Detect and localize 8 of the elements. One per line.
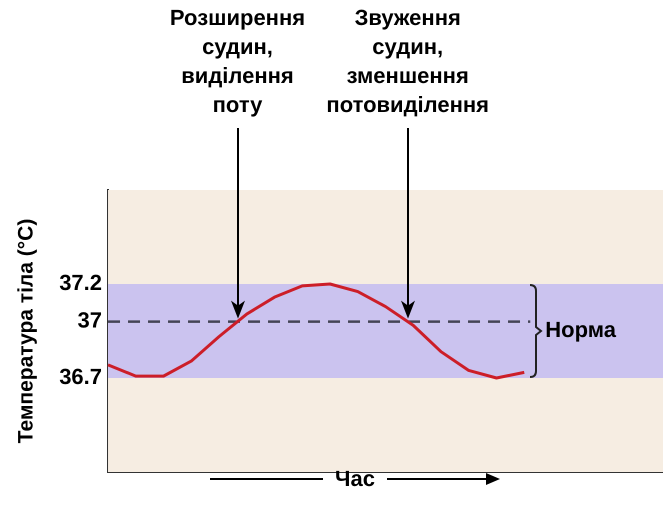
text: Звуження судин, зменшення потовиділення [326, 5, 489, 118]
band-label: Норма [545, 317, 617, 342]
y-tick-label: 36.7 [59, 364, 102, 390]
y-axis-title: Температура тіла (°C) [14, 218, 38, 444]
y-tick-label: 37.2 [59, 270, 102, 296]
x-axis-title: Час [335, 466, 375, 492]
text: Розширення судин, виділення поту [170, 5, 306, 118]
y-tick-label: 37 [78, 308, 102, 333]
